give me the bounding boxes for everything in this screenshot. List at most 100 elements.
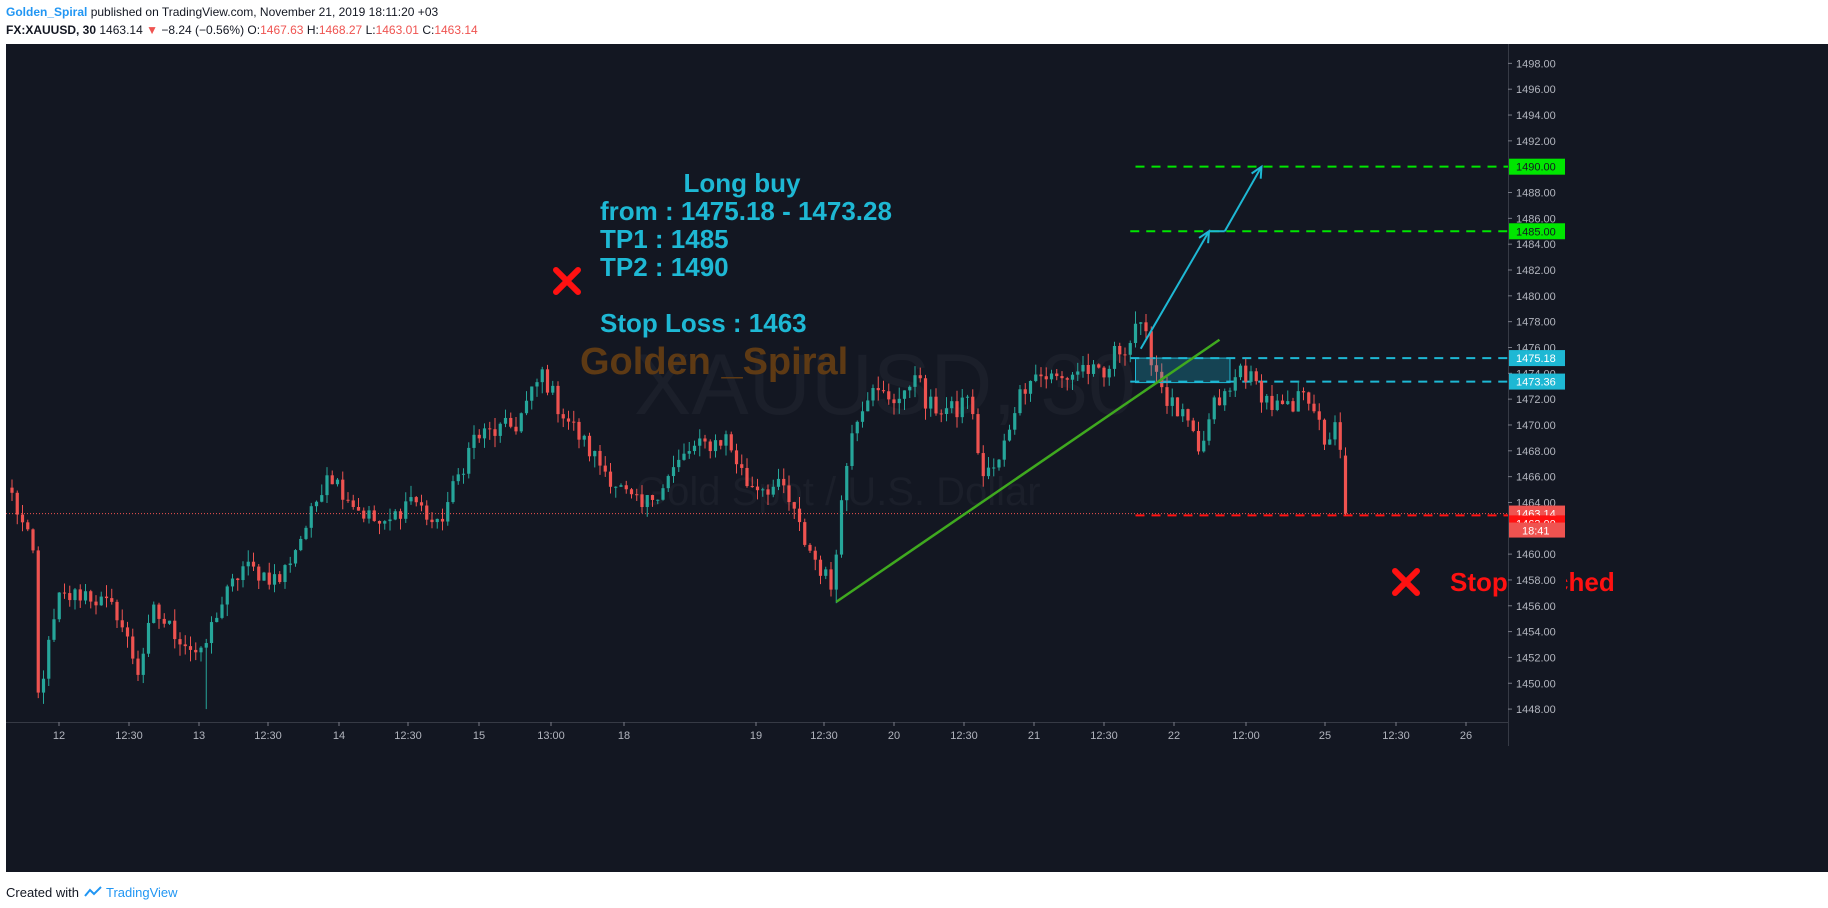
candle-body [1076,371,1080,375]
candle-body [89,591,93,602]
candle-body [530,386,534,401]
candle-body [26,522,30,530]
candle-body [509,417,513,427]
candle-body [146,622,151,654]
candle-body [955,401,959,418]
candle-body [141,653,145,675]
time-tick-label: 21 [1028,730,1040,742]
candle-body [1244,365,1248,382]
candle-body [1154,365,1159,372]
time-tick-label: 20 [888,730,900,742]
price-tick-label: 1448.00 [1516,704,1556,716]
time-tick-label: 12:30 [1382,730,1410,742]
candle-body [283,565,287,583]
author-signature: Golden _Spiral [580,341,848,383]
candle-body [1086,364,1090,374]
candle-body [929,396,933,409]
candle-body [708,441,712,452]
candle-body [603,465,607,472]
candle-body [598,450,602,466]
candle-body [729,434,733,451]
candle-body [871,388,875,401]
candle-body [855,421,859,434]
price-chart[interactable]: XAUUSD, 30 Gold Spot / U.S. Dollar Long … [6,44,1828,872]
candle-body [908,386,912,391]
candle-body [960,397,964,418]
candle-body [110,598,114,602]
candle-body [388,519,392,522]
candle-body [1196,430,1201,452]
candle-body [719,440,723,446]
price-tick-label: 1454.00 [1516,627,1556,639]
candle-body [1249,371,1253,382]
candle-body [556,385,560,415]
price-tick-label: 1498.00 [1516,58,1556,70]
candle-body [446,502,450,522]
open-value: 1467.63 [260,23,304,37]
time-tick-label: 12:30 [394,730,422,742]
candle-body [724,434,728,446]
candle-body [115,601,119,621]
candle-body [393,511,397,520]
candle-body [131,636,135,659]
candle-body [62,592,67,594]
candle-body [83,591,88,601]
candle-body [178,639,182,645]
price-label-tp-bg [1509,223,1565,240]
candle-body [188,646,193,650]
candle-body [267,572,271,585]
high-value: 1468.27 [318,23,363,37]
trend-line [835,338,1221,603]
price-tick-label: 1468.00 [1516,446,1556,458]
candle-body [1217,397,1222,406]
price-tick-label: 1480.00 [1516,291,1556,303]
tradingview-link[interactable]: TradingView [105,884,178,900]
time-tick-label: 12 [53,730,65,742]
candle-body [866,400,870,412]
candle-body [997,459,1001,468]
candle-body [477,434,481,439]
price-tick-label: 1482.00 [1516,265,1556,277]
candle-body [677,459,681,468]
axes[interactable]: 1448.00 1450.00 1452.00 1454.00 1456.00 1458.… [6,44,1566,746]
author-link[interactable]: Golden_Spiral [6,5,88,19]
candle-body [734,450,739,465]
candle-body [619,485,623,487]
candle-body [456,474,460,482]
price-tick-label: 1452.00 [1516,652,1556,664]
price-tick-label: 1460.00 [1516,549,1556,561]
candle-body [524,400,529,414]
candle-body [68,593,72,601]
candle-body [246,561,250,567]
candle-body [566,418,571,422]
candle-body [194,649,198,653]
candle-body [813,550,817,560]
chart-area[interactable]: XAUUSD, 30 Gold Spot / U.S. Dollar Long … [6,44,1828,872]
candle-body [1175,397,1180,417]
price-tick-label: 1486.00 [1516,213,1556,225]
candle-body [257,566,261,581]
candle-body [1202,440,1206,452]
candle-body [771,486,775,495]
symbol-line: FX:XAUUSD, 30 1463.14 ▼ −8.24 (−0.56%) O… [6,23,478,37]
candle-body [1228,390,1232,392]
symbol-name[interactable]: FX:XAUUSD, 30 [6,23,97,37]
stop-loss-label: Stop Loss : 1463 [600,308,807,338]
candle-body [215,617,219,623]
candle-body [624,485,628,490]
drawings[interactable] [835,164,1263,603]
chart-header: Golden_Spiral published on TradingView.c… [0,0,1828,44]
candle-body [1270,395,1274,410]
time-tick-label: 12:30 [115,730,143,742]
candle-body [1034,374,1038,381]
stop-loss-x-icon [553,267,581,295]
candle-body [577,421,581,440]
candle-body [325,475,329,496]
candle-body [47,639,51,679]
candle-body [230,578,235,587]
candle-body [330,475,334,485]
candle-body [1128,343,1132,355]
time-tick-label: 18 [618,730,630,742]
candle-body [944,408,949,415]
candle-body [1118,345,1122,355]
